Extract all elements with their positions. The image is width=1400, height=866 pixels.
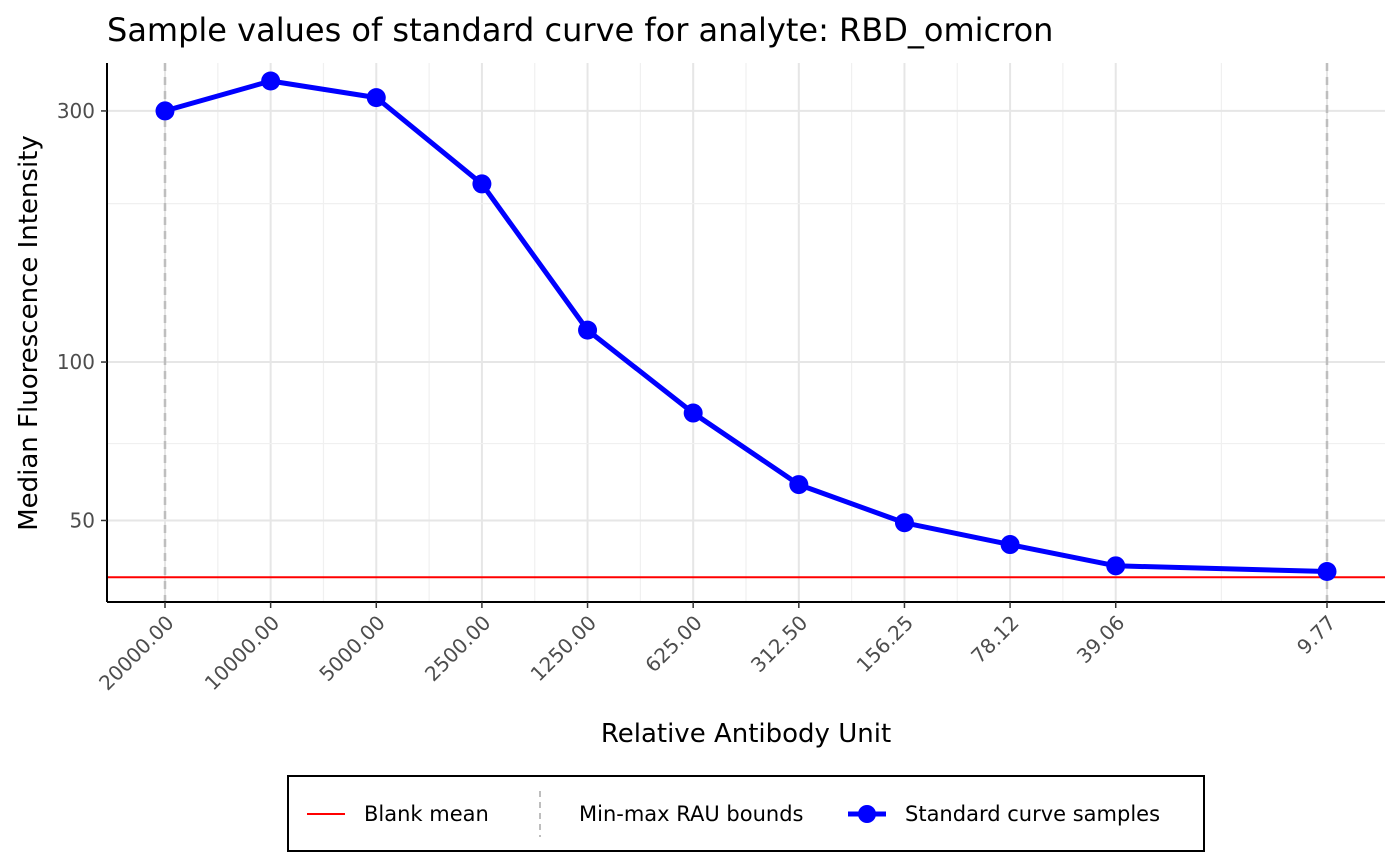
- legend-label-blank-mean: Blank mean: [364, 802, 489, 826]
- legend-label-samples: Standard curve samples: [905, 802, 1160, 826]
- legend-box: [287, 775, 1205, 852]
- data-point: [366, 88, 386, 108]
- data-point: [1317, 561, 1337, 581]
- legend: Blank mean Min-max RAU bounds Standard c…: [287, 775, 1205, 852]
- grid: [107, 63, 1385, 602]
- data-point: [683, 403, 703, 423]
- legend-key-point-samples: [858, 805, 876, 823]
- x-tick-label: 20000.00: [94, 611, 178, 695]
- chart-title: Sample values of standard curve for anal…: [107, 11, 1053, 49]
- x-axis-title: Relative Antibody Unit: [601, 719, 891, 749]
- x-tick-label: 5000.00: [314, 611, 389, 686]
- x-tick-label: 9.77: [1292, 611, 1340, 659]
- y-axis-title: Median Fluorescence Intensity: [14, 135, 44, 531]
- x-tick-label: 10000.00: [200, 611, 284, 695]
- y-tick-labels: 50 100 300: [57, 99, 107, 532]
- y-tick-label: 100: [57, 350, 95, 374]
- x-tick-label: 1250.00: [526, 611, 601, 686]
- series-layer: [155, 71, 1337, 581]
- data-point: [578, 320, 598, 340]
- data-point: [894, 513, 914, 533]
- x-tick-labels: 20000.00 10000.00 5000.00 2500.00 1250.00 625…: [94, 602, 1341, 695]
- x-tick-label: 625.00: [640, 611, 706, 677]
- y-tick-label: 50: [70, 508, 95, 532]
- data-point: [155, 101, 175, 121]
- x-tick-label: 156.25: [852, 611, 918, 677]
- data-point: [789, 475, 809, 495]
- data-point: [261, 71, 281, 91]
- x-tick-label: 2500.00: [420, 611, 495, 686]
- x-tick-label: 312.50: [746, 611, 812, 677]
- data-point: [1000, 535, 1020, 555]
- data-point: [472, 174, 492, 194]
- rau-bounds: [163, 63, 1329, 602]
- axes: [106, 63, 1385, 603]
- legend-label-rau-bounds: Min-max RAU bounds: [579, 802, 804, 826]
- x-tick-label: 78.12: [966, 611, 1023, 668]
- data-point: [1106, 556, 1126, 576]
- y-tick-label: 300: [57, 99, 95, 123]
- x-tick-label: 39.06: [1072, 611, 1129, 668]
